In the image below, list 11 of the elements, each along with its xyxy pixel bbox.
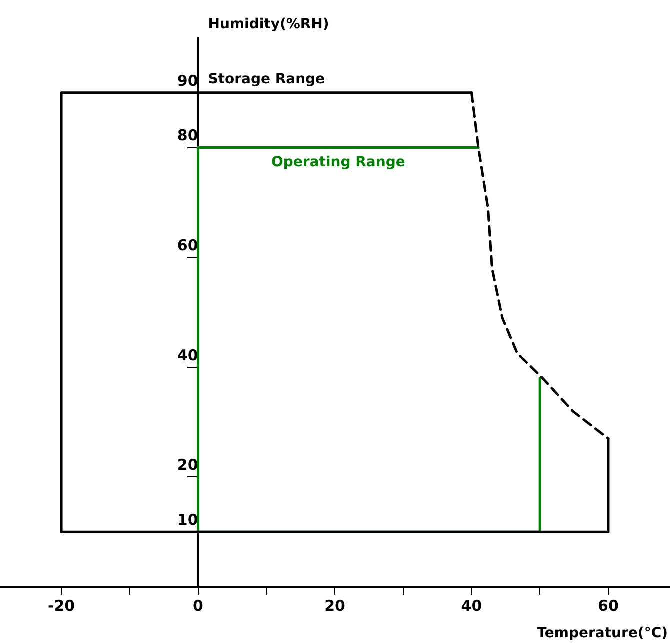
x-tick-label: -20	[48, 596, 76, 615]
y-tick-label: 80	[177, 126, 198, 145]
x-tick-label: 40	[461, 596, 482, 615]
x-tick-label: 0	[193, 596, 204, 615]
series-label: Storage Range	[208, 72, 326, 88]
x-axis-title: Temperature(°C)	[537, 626, 668, 642]
y-axis-title: Humidity(%RH)	[208, 16, 330, 33]
y-tick-label: 90	[177, 72, 198, 90]
x-tick-label: 20	[324, 596, 346, 615]
x-tick-label: 60	[598, 596, 619, 615]
series-label: Operating Range	[271, 154, 406, 170]
